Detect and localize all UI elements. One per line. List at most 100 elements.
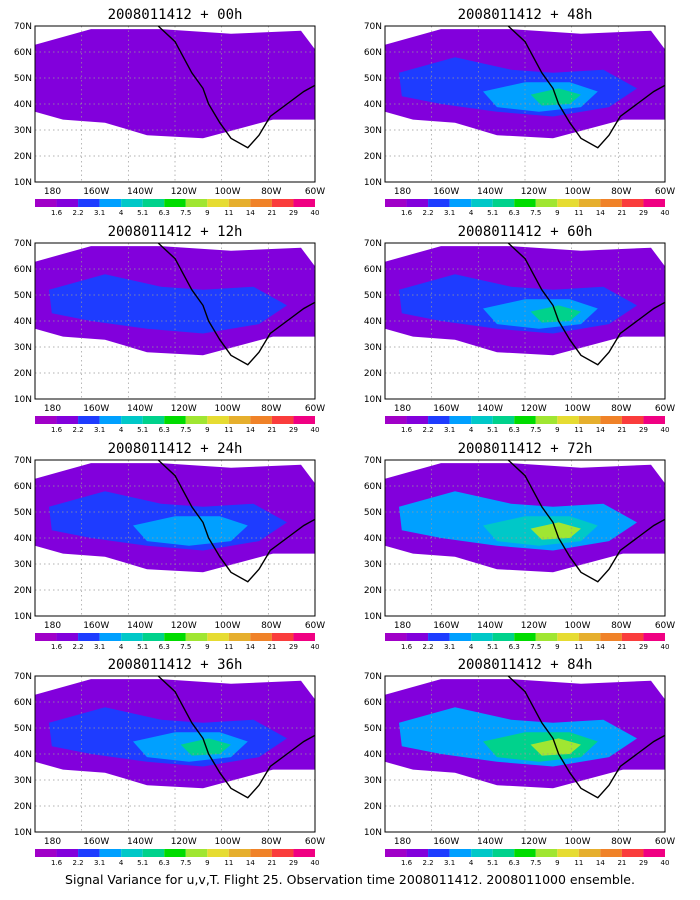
panel-title: 2008011412 + 60h <box>458 224 593 240</box>
colorbar-swatch <box>406 633 429 641</box>
lon-label: 120W <box>521 187 547 197</box>
colorbar-label: 29 <box>639 209 648 217</box>
lat-label: 10N <box>14 612 32 622</box>
colorbar-swatch <box>56 633 79 641</box>
colorbar-swatch <box>78 416 100 424</box>
colorbar-label: 21 <box>267 643 276 651</box>
colorbar-label: 11 <box>574 209 583 217</box>
colorbar-swatch <box>228 849 251 857</box>
colorbar-swatch <box>557 199 579 207</box>
lat-label: 70N <box>14 22 32 32</box>
lon-label: 80W <box>261 187 281 197</box>
colorbar-swatch <box>207 849 229 857</box>
colorbar-label: 1.6 <box>401 859 413 867</box>
coastline <box>157 242 316 366</box>
colorbar-swatch <box>164 849 186 857</box>
lat-label: 20N <box>14 586 32 596</box>
lat-label: 70N <box>14 672 32 682</box>
lat-label: 40N <box>14 100 32 110</box>
lon-label: 80W <box>261 404 281 414</box>
lon-label: 160W <box>83 837 109 847</box>
coastline <box>157 25 316 149</box>
colorbar-label: 6.3 <box>159 209 170 217</box>
map-frame <box>384 675 666 833</box>
colorbar-label: 21 <box>617 859 626 867</box>
lat-label: 50N <box>14 508 32 518</box>
colorbar-label: 6.3 <box>159 426 170 434</box>
panel-48h: 2008011412 + 48h 70N 60N 50N 40N 30N 20N 10N 180… <box>350 2 690 218</box>
colorbar-label: 3.1 <box>444 859 455 867</box>
colorbar-swatch <box>228 416 251 424</box>
lon-label: 100W <box>214 837 240 847</box>
colorbar-swatch <box>271 199 294 207</box>
lat-label: 30N <box>14 343 32 353</box>
map-84h: 2008011412 + 84h 70N 60N 50N 40N 30N 20N 10N 180… <box>364 657 675 867</box>
lon-label: 80W <box>611 621 631 631</box>
colorbar-swatch <box>228 633 251 641</box>
map-72h: 2008011412 + 72h 70N 60N 50N 40N 30N 20N 10N 180… <box>364 441 675 651</box>
variance-field <box>35 463 315 573</box>
map-48h: 2008011412 + 48h 70N 60N 50N 40N 30N 20N 10N 180… <box>364 7 675 217</box>
colorbar-label: 7.5 <box>530 426 541 434</box>
colorbar-label: 2.2 <box>423 643 434 651</box>
colorbar-label: 9 <box>555 859 559 867</box>
lat-label: 30N <box>364 776 382 786</box>
lat-label: 70N <box>364 456 382 466</box>
colorbar-label: 9 <box>205 643 209 651</box>
colorbar-label: 14 <box>246 209 255 217</box>
lat-label: 50N <box>14 724 32 734</box>
colorbar-label: 29 <box>289 426 298 434</box>
colorbar-swatch <box>600 633 622 641</box>
colorbar-swatch <box>428 416 450 424</box>
colorbar-label: 40 <box>661 209 670 217</box>
panel-title: 2008011412 + 72h <box>458 441 593 457</box>
lon-label: 120W <box>521 404 547 414</box>
field-contour <box>49 274 287 334</box>
colorbar-swatch <box>99 849 122 857</box>
lon-label: 180 <box>394 621 411 631</box>
colorbar-swatch <box>449 633 472 641</box>
colorbar-label: 40 <box>661 426 670 434</box>
colorbar-swatch <box>600 849 622 857</box>
colorbar-swatch <box>78 199 100 207</box>
colorbar-swatch <box>600 199 622 207</box>
colorbar-label: 4 <box>469 643 474 651</box>
lat-label: 60N <box>364 48 382 58</box>
colorbar-swatch <box>56 849 79 857</box>
lon-label: 180 <box>44 621 61 631</box>
colorbar-label: 2.2 <box>73 643 84 651</box>
colorbar-swatch <box>99 416 122 424</box>
colorbar-label: 1.6 <box>51 209 63 217</box>
coastline <box>157 459 316 583</box>
colorbar-label: 1.6 <box>51 426 63 434</box>
colorbar-label: 21 <box>267 426 276 434</box>
coastline <box>507 25 666 149</box>
lon-label: 60W <box>655 621 675 631</box>
colorbar-label: 11 <box>224 643 233 651</box>
colorbar-label: 21 <box>617 643 626 651</box>
lon-label: 120W <box>171 621 197 631</box>
colorbar-swatch <box>142 199 165 207</box>
colorbar-swatch <box>643 849 665 857</box>
colorbar-label: 3.1 <box>94 209 105 217</box>
colorbar-swatch <box>406 199 429 207</box>
variance-field <box>35 679 315 789</box>
colorbar-label: 2.2 <box>423 426 434 434</box>
colorbar-swatch <box>643 416 665 424</box>
lon-label: 80W <box>611 404 631 414</box>
colorbar-label: 2.2 <box>423 859 434 867</box>
lon-label: 100W <box>214 621 240 631</box>
colorbar-label: 21 <box>267 209 276 217</box>
colorbar-label: 5.1 <box>487 426 498 434</box>
lon-label: 160W <box>83 621 109 631</box>
colorbar-swatch <box>250 849 272 857</box>
colorbar-label: 40 <box>311 643 320 651</box>
colorbar-swatch <box>449 416 472 424</box>
lat-label: 20N <box>364 152 382 162</box>
lon-label: 100W <box>214 404 240 414</box>
lat-label: 20N <box>364 802 382 812</box>
colorbar-swatch <box>99 633 122 641</box>
lat-label: 60N <box>364 482 382 492</box>
lon-label: 60W <box>655 404 675 414</box>
colorbar-swatch <box>121 416 143 424</box>
